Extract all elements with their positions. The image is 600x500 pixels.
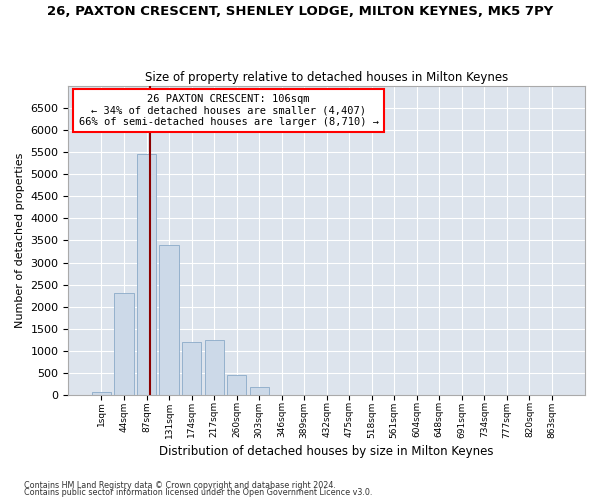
X-axis label: Distribution of detached houses by size in Milton Keynes: Distribution of detached houses by size …: [160, 444, 494, 458]
Bar: [205, 340, 224, 395]
Y-axis label: Number of detached properties: Number of detached properties: [15, 153, 25, 328]
Text: Contains public sector information licensed under the Open Government Licence v3: Contains public sector information licen…: [24, 488, 373, 497]
Bar: [160, 245, 179, 395]
Bar: [182, 342, 201, 395]
Text: 26 PAXTON CRESCENT: 106sqm
← 34% of detached houses are smaller (4,407)
66% of s: 26 PAXTON CRESCENT: 106sqm ← 34% of deta…: [79, 94, 379, 127]
Text: Contains HM Land Registry data © Crown copyright and database right 2024.: Contains HM Land Registry data © Crown c…: [24, 480, 336, 490]
Title: Size of property relative to detached houses in Milton Keynes: Size of property relative to detached ho…: [145, 70, 508, 84]
Bar: [137, 154, 156, 395]
Bar: [250, 388, 269, 395]
Bar: [227, 375, 246, 395]
Text: 26, PAXTON CRESCENT, SHENLEY LODGE, MILTON KEYNES, MK5 7PY: 26, PAXTON CRESCENT, SHENLEY LODGE, MILT…: [47, 5, 553, 18]
Bar: [92, 392, 111, 395]
Bar: [115, 294, 134, 395]
